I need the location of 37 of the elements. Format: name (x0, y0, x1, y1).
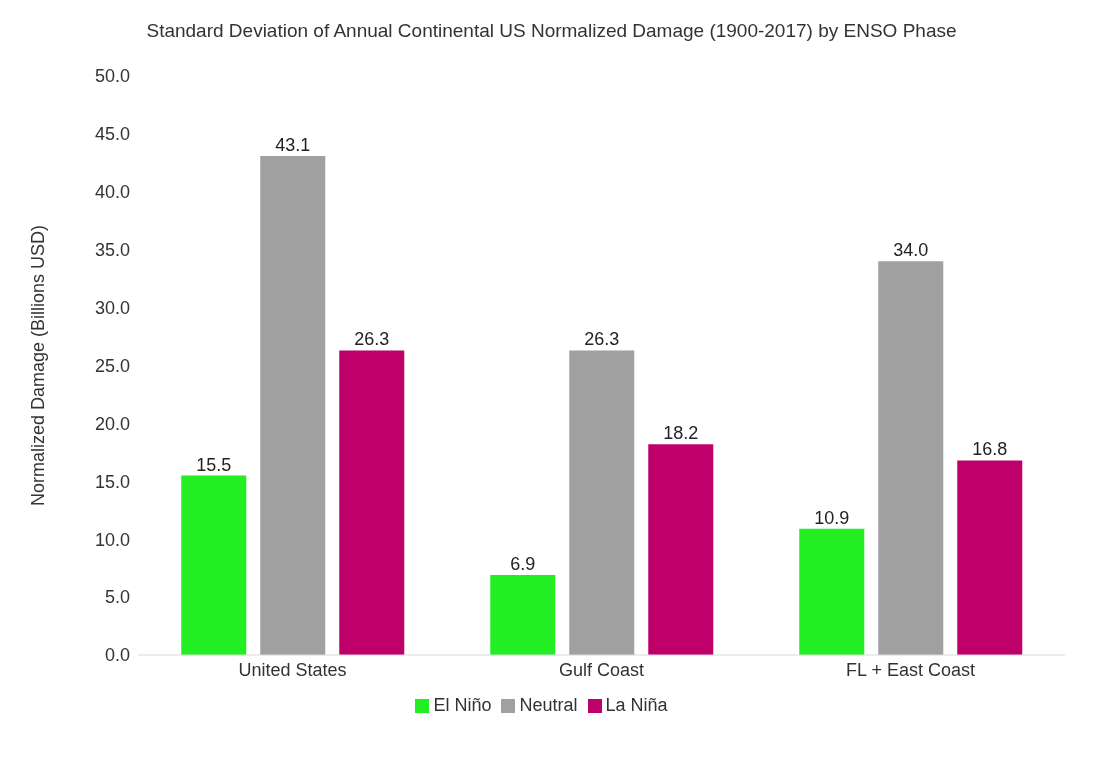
y-tick-label: 5.0 (104, 587, 130, 608)
data-label: 15.5 (196, 454, 232, 475)
y-tick-label: 20.0 (94, 413, 130, 434)
y-tick-label: 0.0 (104, 645, 130, 666)
legend-label: Neutral (519, 695, 578, 715)
bar (878, 261, 944, 655)
x-tick-label: United States (238, 659, 347, 680)
y-tick-label: 10.0 (94, 529, 130, 550)
data-label: 34.0 (893, 240, 929, 261)
bar (648, 444, 714, 655)
y-tick-label: 45.0 (94, 124, 130, 145)
y-tick-label: 25.0 (94, 355, 130, 376)
bar (490, 575, 556, 655)
x-tick-label: FL + East Coast (846, 659, 975, 680)
bar (339, 350, 405, 655)
bar (181, 475, 247, 655)
x-tick-label: Gulf Coast (558, 659, 645, 680)
data-label: 26.3 (354, 329, 390, 350)
y-tick-label: 15.0 (94, 471, 130, 492)
data-label: 6.9 (510, 554, 536, 575)
data-label: 18.2 (663, 423, 699, 444)
bar (569, 350, 635, 655)
bar (799, 528, 865, 655)
data-label: 10.9 (814, 507, 850, 528)
bar (260, 155, 326, 655)
legend-label: La Niña (605, 695, 668, 715)
y-tick-label: 50.0 (94, 66, 130, 87)
data-label: 16.8 (972, 439, 1008, 460)
y-tick-label: 35.0 (94, 240, 130, 261)
bar (957, 460, 1023, 655)
y-axis-title: Normalized Damage (Billions USD) (28, 224, 49, 507)
legend-label: El Niño (433, 695, 492, 715)
data-label: 43.1 (275, 134, 311, 155)
chart-title: Standard Deviation of Annual Continental US Normalized Damage (1900-2017) by ENSO Phase (145, 19, 958, 43)
data-label: 26.3 (584, 329, 620, 350)
y-tick-label: 40.0 (94, 182, 130, 203)
y-tick-label: 30.0 (94, 297, 130, 318)
